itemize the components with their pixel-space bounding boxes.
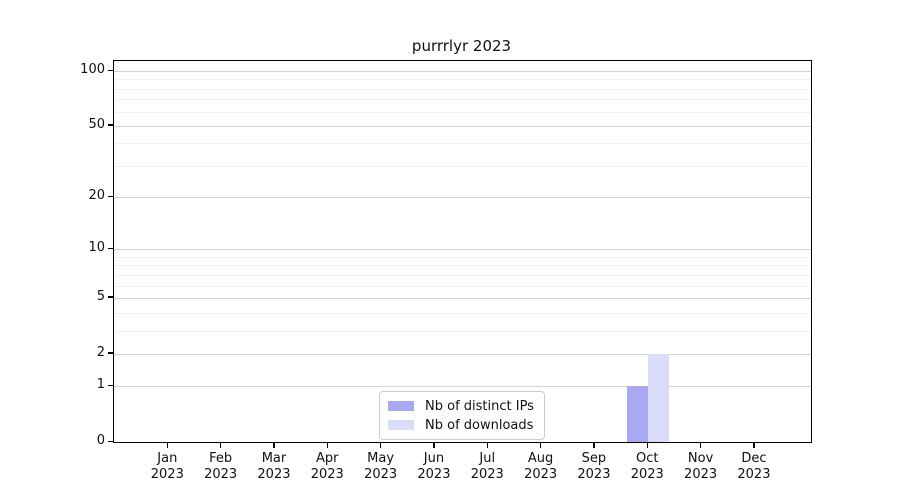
y-major-gridline [114,297,811,299]
y-major-gridline [114,386,811,388]
y-tick-label: 100 [80,62,105,77]
x-tick-mark [219,442,222,448]
y-minor-gridline [114,312,811,314]
x-tick-label: Oct 2023 [630,451,664,482]
x-tick-label: Nov 2023 [684,451,718,482]
x-tick-mark [646,442,649,448]
y-minor-gridline [114,111,811,113]
y-tick-label: 10 [88,240,105,256]
legend-swatch-distinct-ips-icon [388,401,414,411]
y-tick-label: 1 [96,377,105,393]
legend-label-distinct-ips: Nb of distinct IPs [425,398,534,414]
y-tick-mark [108,352,113,354]
y-major-gridline [114,71,811,72]
legend: Nb of distinct IPs Nb of downloads [379,391,545,440]
y-minor-gridline [114,256,811,258]
y-tick-mark [108,124,113,126]
legend-swatch-downloads-icon [388,420,414,430]
legend-item-distinct-ips: Nb of distinct IPs [388,398,534,414]
y-tick-mark [108,195,113,198]
x-tick-mark [753,442,755,448]
x-tick-label: May 2023 [364,451,398,482]
x-tick-mark [433,442,435,448]
x-tick-mark [379,442,382,448]
y-tick-mark [108,69,113,71]
y-minor-gridline [114,285,811,287]
y-tick-label: 0 [96,433,105,448]
x-tick-label: Jun 2023 [417,451,451,482]
bar-nb-of-distinct-ips-oct-2023 [627,386,649,442]
x-tick-mark [539,442,542,448]
x-tick-mark [486,442,489,448]
x-tick-mark [326,442,329,448]
y-minor-gridline [114,165,811,167]
x-tick-mark [273,442,275,448]
x-tick-label: Jan 2023 [150,451,184,482]
x-tick-label: Apr 2023 [310,451,344,482]
y-major-gridline [114,353,811,355]
y-minor-gridline [114,79,811,81]
y-tick-mark [108,440,113,442]
y-tick-label: 20 [88,188,105,204]
y-minor-gridline [114,99,811,101]
y-tick-mark [108,296,113,298]
y-minor-gridline [114,88,811,90]
legend-item-downloads: Nb of downloads [388,417,534,433]
y-minor-gridline [114,143,811,145]
chart-title: purrrlyr 2023 [411,37,512,55]
x-tick-label: Sep 2023 [577,451,611,482]
y-tick-mark [108,384,113,387]
x-tick-label: Jul 2023 [470,451,504,482]
y-major-gridline [114,125,811,127]
plot-area: Nb of distinct IPs Nb of downloads [113,60,812,443]
x-tick-label: Dec 2023 [737,451,771,482]
y-major-gridline [114,249,811,251]
y-major-gridline [114,197,811,199]
y-tick-mark [108,247,113,250]
y-tick-label: 50 [88,116,105,132]
bar-nb-of-downloads-oct-2023 [648,353,670,442]
y-minor-gridline [114,330,811,332]
x-tick-mark [699,442,702,448]
x-tick-label: Aug 2023 [524,451,558,482]
x-tick-mark [593,442,595,448]
x-tick-label: Feb 2023 [204,451,238,482]
x-tick-mark [166,442,169,448]
y-tick-label: 5 [96,288,105,304]
y-minor-gridline [114,274,811,276]
y-tick-label: 2 [96,344,105,360]
x-tick-label: Mar 2023 [257,451,291,482]
y-minor-gridline [114,265,811,267]
legend-label-downloads: Nb of downloads [425,417,534,433]
